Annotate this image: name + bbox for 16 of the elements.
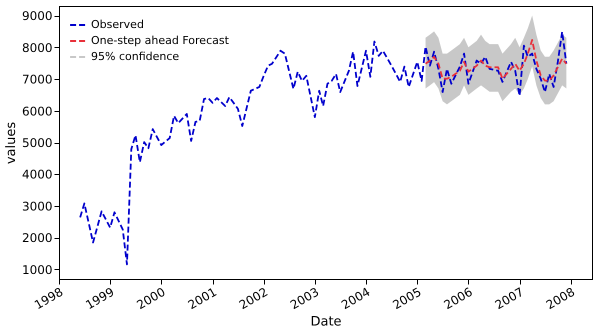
- y-tick-label: 9000: [22, 9, 52, 24]
- y-tick-label: 6000: [22, 104, 52, 118]
- y-tick-label: 4000: [22, 168, 52, 182]
- y-tick-label: 2000: [22, 231, 52, 246]
- y-tick-label: 7000: [22, 72, 52, 87]
- y-axis-title: values: [4, 122, 19, 164]
- y-tick-label: 8000: [22, 40, 52, 55]
- x-axis-title: Date: [310, 314, 342, 330]
- legend-label: 95% confidence: [91, 50, 180, 63]
- legend-label: Observed: [91, 18, 144, 31]
- y-tick-label: 1000: [22, 262, 52, 277]
- y-tick-label: 3000: [22, 199, 52, 214]
- y-tick-label: 5000: [22, 136, 52, 150]
- line-series: [424, 39, 568, 82]
- line-series: [79, 30, 568, 266]
- legend-label: One-step ahead Forecast: [91, 34, 230, 47]
